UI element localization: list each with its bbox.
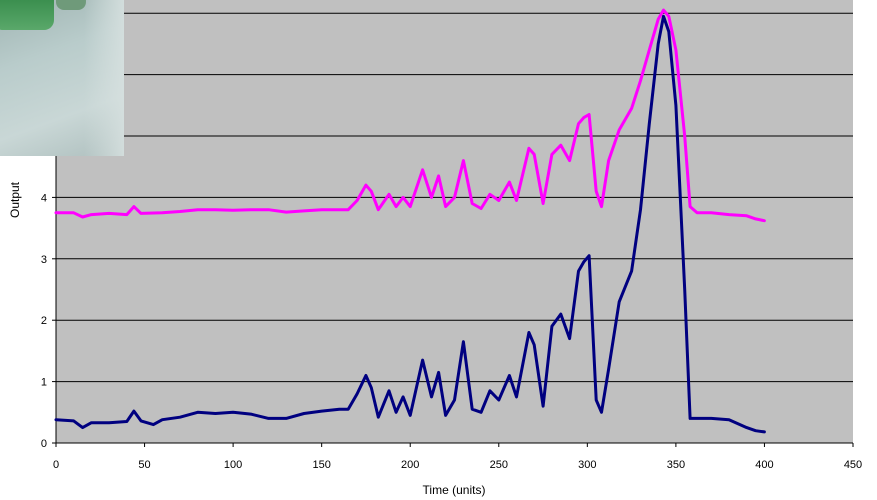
y-axis-title: Output (8, 181, 22, 218)
x-tick-label: 450 (844, 459, 862, 471)
x-tick-group: 0 50 100 150 200 250 300 350 400 450 (53, 443, 862, 471)
x-axis-title: Time (units) (423, 483, 486, 497)
y-tick-label: 4 (41, 192, 47, 204)
photo-highlight (84, 0, 124, 156)
x-tick-label: 150 (312, 459, 330, 471)
y-tick-label: 2 (41, 315, 47, 327)
series-group (54, 8, 766, 434)
x-tick-label: 100 (224, 459, 242, 471)
gridlines (56, 12, 853, 383)
plot-area (56, 0, 853, 443)
x-tick-label: 350 (667, 459, 685, 471)
x-tick-label: 250 (490, 459, 508, 471)
y-tick-label: 3 (41, 254, 47, 266)
series-line-2 (54, 14, 766, 434)
x-tick-label: 0 (53, 459, 59, 471)
x-tick-label: 400 (755, 459, 773, 471)
y-tick-label: 0 (41, 438, 47, 450)
y-tick-group: 0 1 2 3 4 (41, 192, 56, 450)
y-tick-label: 1 (41, 377, 47, 389)
x-tick-label: 300 (578, 459, 596, 471)
series-line-1 (54, 8, 766, 223)
x-tick-label: 200 (401, 459, 419, 471)
green-bag-edge (56, 0, 86, 10)
green-bag-shape (0, 0, 54, 30)
photo-inset (0, 0, 124, 156)
x-tick-label: 50 (138, 459, 150, 471)
